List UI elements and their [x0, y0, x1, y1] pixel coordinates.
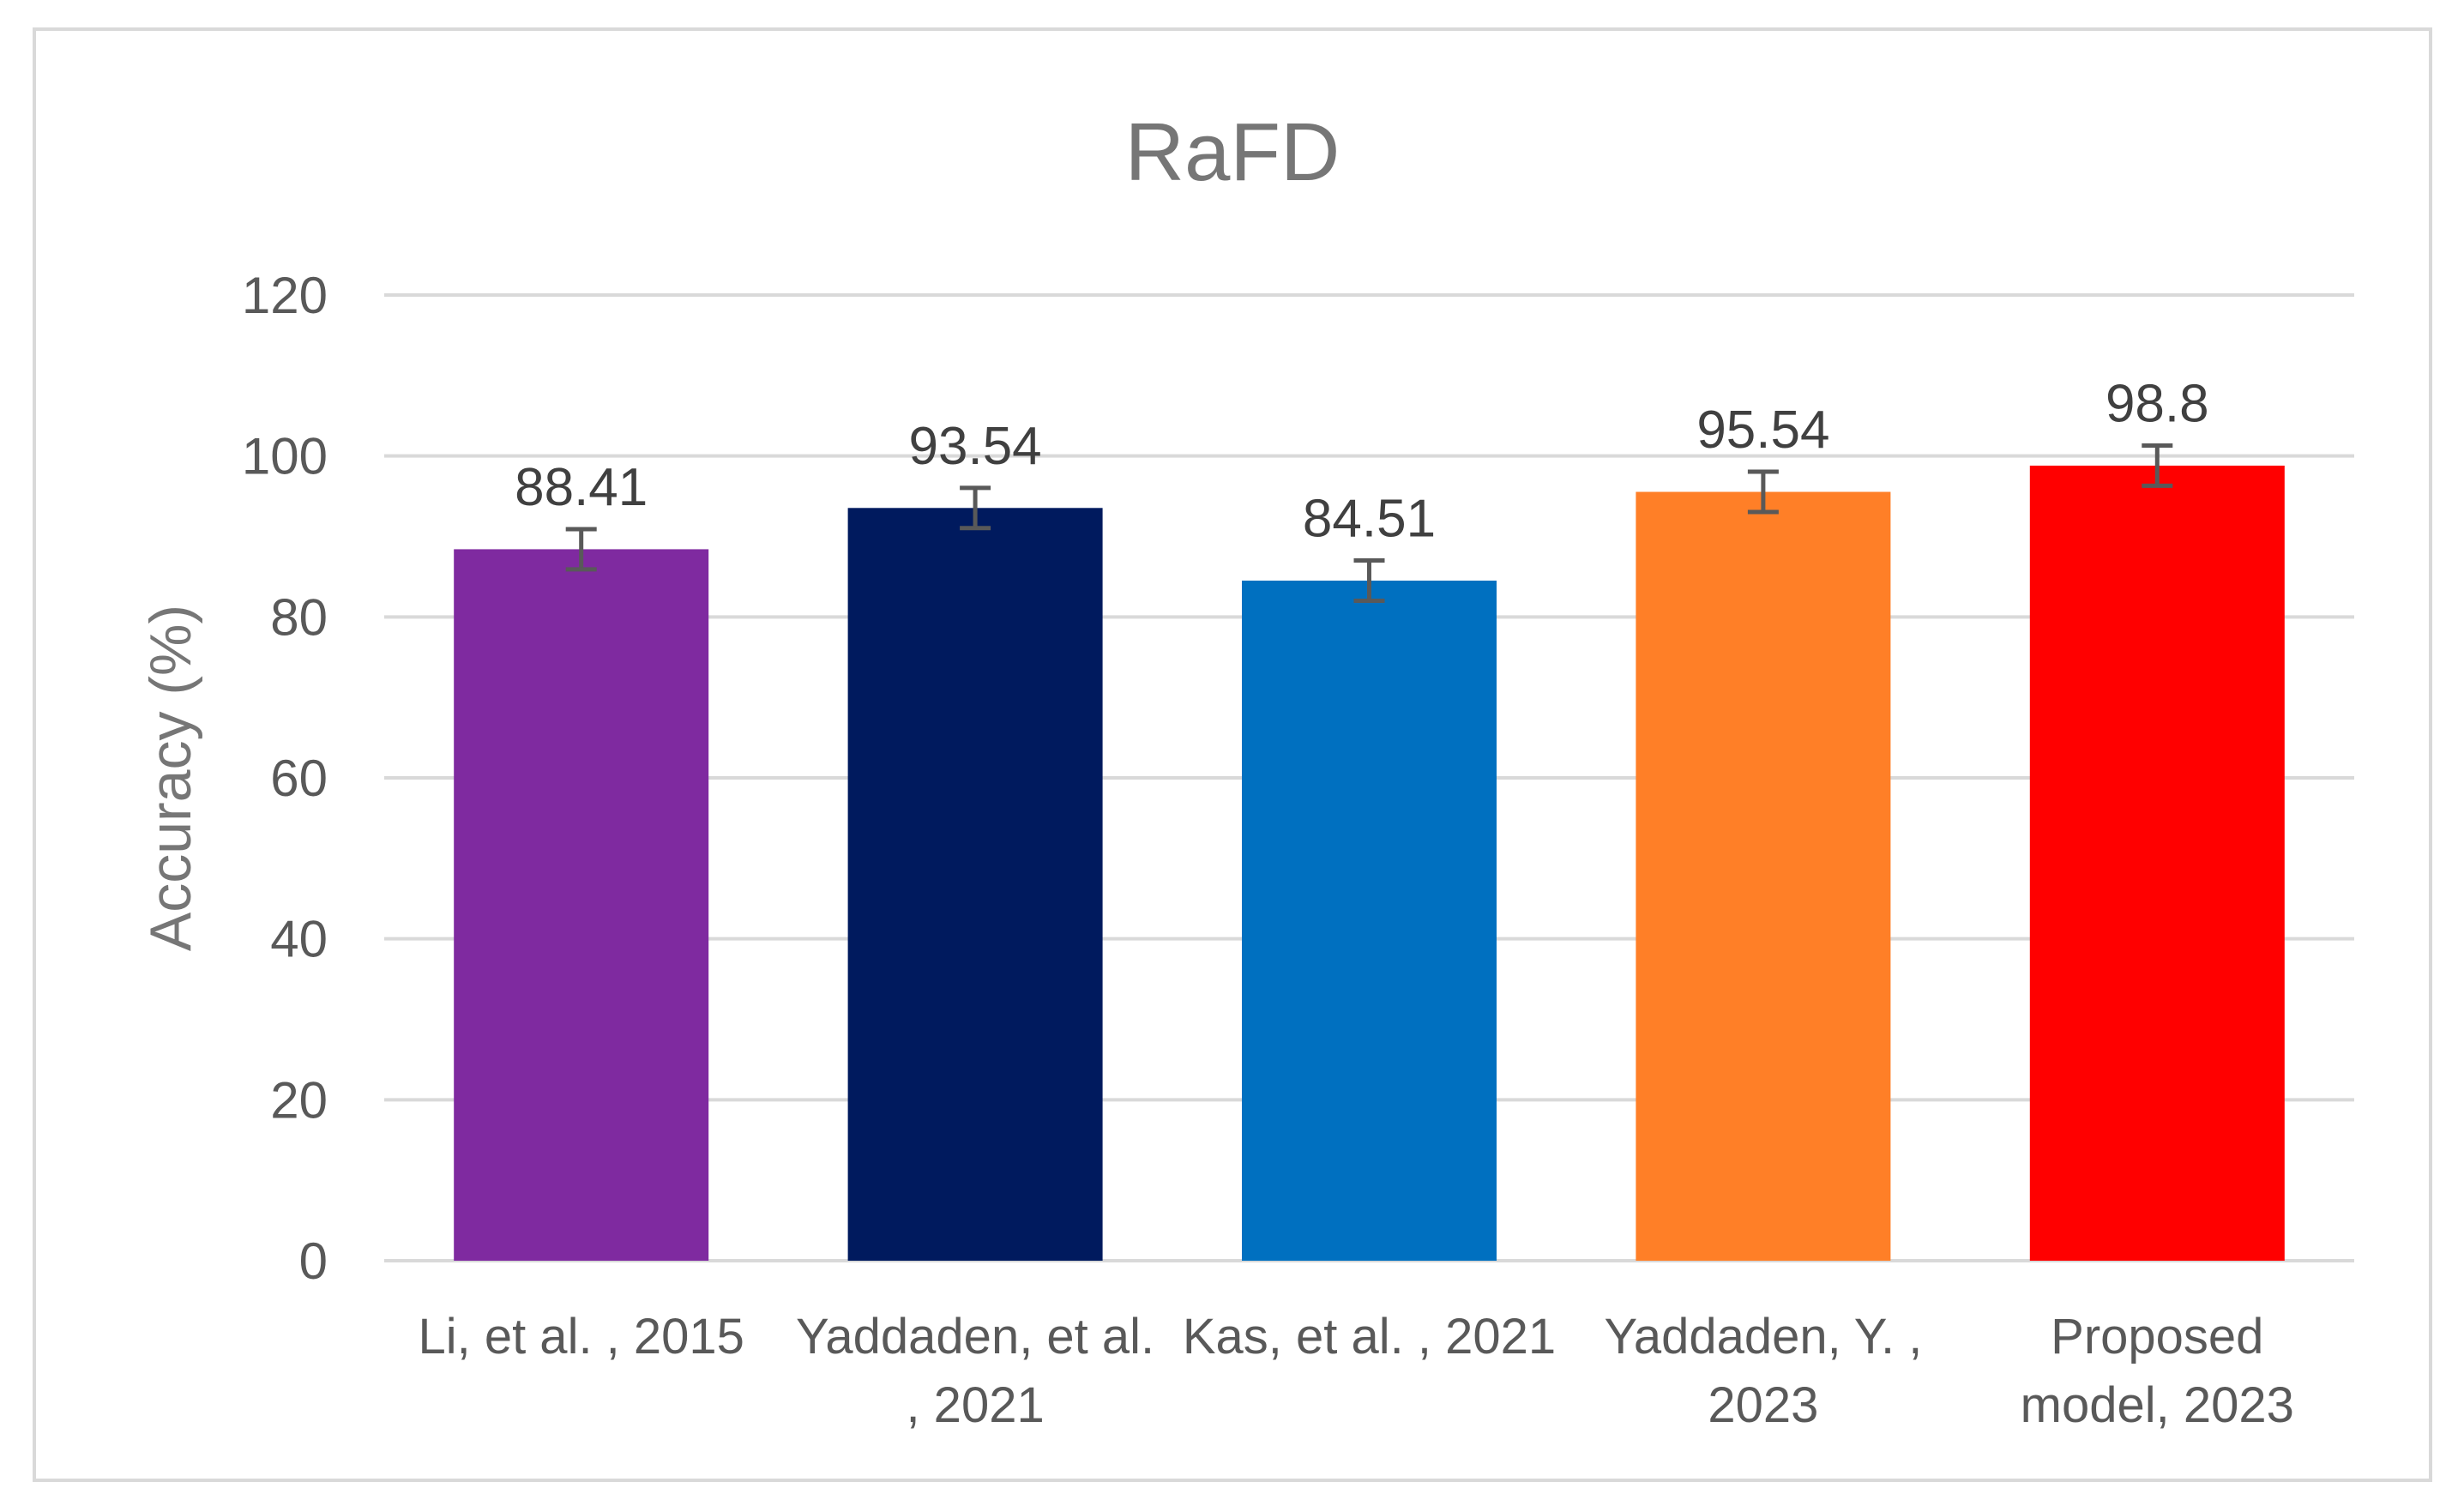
- error-bar-3: [1353, 558, 1385, 603]
- bar-3: [1242, 581, 1497, 1261]
- y-tick-labels: 0 20 40 60 80 100 120: [242, 267, 328, 1290]
- category-label-line: Yaddaden, et al.: [796, 1309, 1154, 1364]
- y-tick-label: 60: [270, 750, 328, 807]
- category-label-line: Li, et al. , 2015: [418, 1309, 744, 1364]
- category-label-3: Kas, et al. , 2021: [1183, 1309, 1556, 1364]
- category-label-line: Kas, et al. , 2021: [1183, 1309, 1556, 1364]
- error-bar-5: [2142, 443, 2173, 488]
- error-bar-2: [960, 485, 991, 531]
- data-label-5: 98.8: [2106, 374, 2209, 433]
- y-tick-label: 100: [242, 428, 328, 485]
- error-bars: [565, 443, 2173, 603]
- bar-4: [1636, 491, 1891, 1261]
- bars: [454, 465, 2285, 1261]
- category-labels: Li, et al. , 2015 Yaddaden, et al. , 2021 K…: [418, 1309, 2293, 1433]
- data-label-2: 93.54: [909, 417, 1042, 476]
- y-tick-label: 20: [270, 1071, 328, 1129]
- chart-title: RaFD: [1125, 106, 1340, 198]
- category-label-line: Yaddaden, Y. ,: [1604, 1309, 1922, 1364]
- y-axis-title: Accuracy (%): [138, 605, 203, 951]
- bar-5: [2029, 465, 2285, 1261]
- category-label-4: Yaddaden, Y. , 2023: [1604, 1309, 1922, 1433]
- y-tick-label: 40: [270, 911, 328, 968]
- category-label-line: , 2021: [906, 1377, 1044, 1433]
- category-label-line: model, 2023: [2021, 1377, 2294, 1433]
- category-label-line: 2023: [1708, 1377, 1818, 1433]
- category-label-5: Proposed model, 2023: [2021, 1309, 2294, 1433]
- category-label-1: Li, et al. , 2015: [418, 1309, 744, 1364]
- bar-1: [454, 549, 709, 1261]
- data-label-4: 95.54: [1696, 401, 1829, 460]
- y-tick-label: 120: [242, 267, 328, 324]
- error-bar-1: [565, 527, 597, 572]
- error-bar-4: [1747, 469, 1779, 515]
- data-labels: 88.41 93.54 84.51 95.54 98.8: [515, 374, 2209, 548]
- category-label-2: Yaddaden, et al. , 2021: [796, 1309, 1154, 1433]
- data-label-3: 84.51: [1303, 490, 1436, 549]
- bar-2: [847, 508, 1103, 1261]
- data-label-1: 88.41: [515, 458, 648, 517]
- y-tick-label: 80: [270, 588, 328, 646]
- category-label-line: Proposed: [2051, 1309, 2263, 1364]
- y-tick-label: 0: [299, 1232, 328, 1290]
